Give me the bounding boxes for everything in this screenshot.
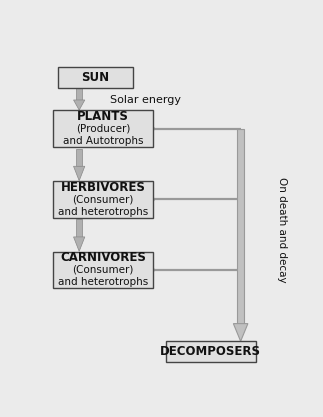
FancyBboxPatch shape — [58, 67, 133, 88]
Text: CARNIVORES: CARNIVORES — [60, 251, 146, 264]
Polygon shape — [149, 261, 154, 279]
FancyBboxPatch shape — [53, 181, 153, 218]
FancyBboxPatch shape — [53, 110, 153, 147]
Text: PLANTS: PLANTS — [77, 110, 129, 123]
Text: HERBIVORES: HERBIVORES — [60, 181, 145, 193]
FancyBboxPatch shape — [76, 88, 82, 100]
FancyBboxPatch shape — [166, 342, 256, 362]
Text: (Producer): (Producer) — [76, 124, 130, 134]
Text: SUN: SUN — [81, 71, 109, 84]
Text: and Autotrophs: and Autotrophs — [63, 136, 143, 146]
Text: Solar energy: Solar energy — [110, 95, 182, 105]
Polygon shape — [149, 120, 154, 138]
FancyBboxPatch shape — [76, 148, 82, 166]
Text: and heterotrophs: and heterotrophs — [58, 277, 148, 287]
Polygon shape — [74, 237, 85, 251]
Polygon shape — [149, 190, 154, 208]
FancyBboxPatch shape — [237, 129, 245, 324]
Polygon shape — [74, 100, 85, 110]
Text: (Consumer): (Consumer) — [72, 194, 134, 204]
Polygon shape — [234, 324, 248, 341]
Text: DECOMPOSERS: DECOMPOSERS — [160, 345, 261, 358]
Text: (Consumer): (Consumer) — [72, 265, 134, 275]
Text: and heterotrophs: and heterotrophs — [58, 206, 148, 216]
FancyBboxPatch shape — [53, 251, 153, 289]
Polygon shape — [74, 166, 85, 181]
Text: On death and decay: On death and decay — [277, 177, 287, 283]
FancyBboxPatch shape — [76, 219, 82, 237]
